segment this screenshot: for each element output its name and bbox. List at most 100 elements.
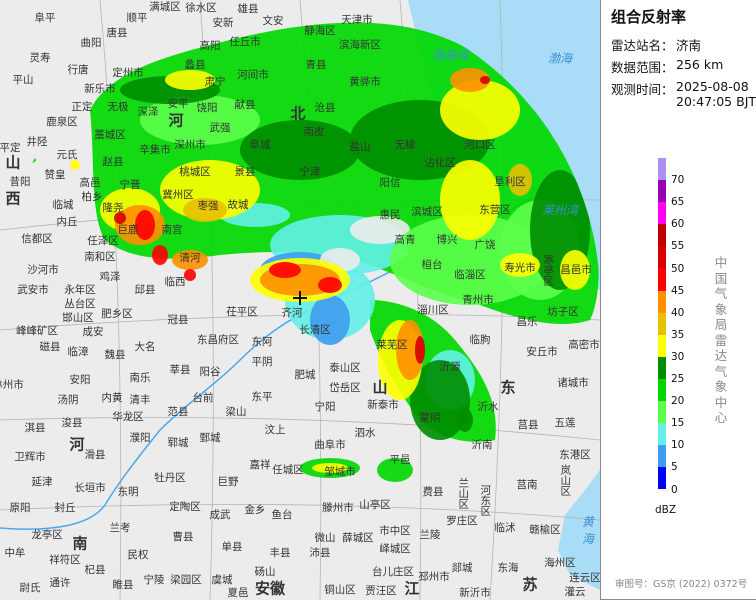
- place-label: 长清区: [299, 323, 331, 336]
- place-label: 邹城市: [324, 465, 356, 478]
- place-label: 中牟: [4, 546, 26, 559]
- place-label: 梁山: [225, 405, 247, 418]
- echo-cell: [312, 463, 348, 473]
- color-scale-tick: 15: [671, 417, 685, 430]
- place-label: 嘉祥: [249, 458, 271, 471]
- place-label: 献县: [234, 98, 256, 111]
- province-label: 苏: [522, 575, 538, 594]
- color-scale-segment: [658, 378, 666, 402]
- place-label: 临淄区: [454, 268, 486, 281]
- place-label: 高邑: [79, 176, 101, 189]
- place-label: 范县: [167, 405, 189, 418]
- place-label: 昔阳: [9, 175, 31, 188]
- map-approval-number: 审图号：GS京 (2022) 0372号: [615, 579, 748, 590]
- place-label: 临西: [164, 275, 186, 288]
- place-label: 莘县: [169, 363, 191, 376]
- place-label: 肥乡区: [101, 307, 133, 320]
- place-label: 郯城: [451, 561, 473, 574]
- place-label: 桓台: [421, 258, 443, 271]
- place-label: 井陉: [26, 135, 48, 148]
- place-label: 河东区: [479, 484, 492, 516]
- place-label: 冀州区: [162, 188, 194, 201]
- place-label: 故城: [227, 198, 249, 211]
- place-label: 沙河市: [27, 263, 59, 276]
- place-label: 景县: [234, 165, 256, 178]
- radar-echoes: [24, 22, 599, 482]
- place-label: 东港区: [559, 448, 591, 461]
- plus-icon: [293, 291, 307, 305]
- place-label: 内丘: [56, 215, 78, 228]
- place-label: 定州市: [112, 66, 144, 79]
- place-label: 东明: [117, 485, 139, 498]
- place-label: 磁县: [39, 340, 61, 353]
- sea-label: 黄海: [581, 515, 595, 546]
- echo-cell: [480, 76, 490, 84]
- color-scale-tick: 0: [671, 483, 678, 496]
- place-label: 诸城市: [557, 376, 589, 389]
- place-label: 东阿: [251, 335, 273, 348]
- place-label: 安丘市: [526, 345, 558, 358]
- province-label: 南: [72, 534, 88, 553]
- place-label: 曲阜市: [314, 438, 346, 451]
- place-label: 肥城: [294, 368, 316, 381]
- province-label: 安徽: [254, 579, 286, 598]
- place-label: 林州市: [0, 378, 24, 391]
- place-label: 滑县: [84, 448, 106, 461]
- place-label: 沛县: [309, 546, 331, 559]
- place-label: 黄骅市: [349, 75, 381, 88]
- place-label: 海州区: [544, 556, 576, 569]
- place-label: 泰山区: [329, 361, 361, 374]
- place-label: 饶阳: [196, 101, 218, 114]
- place-label: 武强: [209, 121, 231, 134]
- place-label: 河间市: [237, 68, 269, 81]
- place-label: 蒙阴: [419, 411, 441, 424]
- color-scale-tick: 70: [671, 174, 685, 187]
- place-label: 惠民: [379, 208, 401, 221]
- place-label: 邱县: [134, 283, 156, 296]
- color-scale-tick: 30: [671, 350, 685, 363]
- place-label: 任丘市: [229, 35, 261, 48]
- time-row: 观测时间： 2025-08-08 20:47:05 BJT: [611, 79, 756, 109]
- place-label: 汤阴: [57, 393, 79, 406]
- place-label: 新沂市: [459, 586, 491, 599]
- range-value: 256 km: [676, 57, 724, 72]
- place-label: 天津市: [341, 13, 373, 26]
- province-label: 河: [168, 111, 184, 130]
- place-label: 安阳: [69, 373, 91, 386]
- place-label: 永年区: [64, 283, 96, 296]
- place-label: 砀山: [254, 565, 276, 578]
- radar-map[interactable]: 阜平 顺平 满城区 徐水区 安新 雄县 文安 唐县 曲阳 灵寿 行唐 平山 新乐市 定州市 正定 无极 深泽 鹿泉…: [0, 0, 600, 600]
- echo-cell: [24, 157, 36, 163]
- place-label: 冠县: [167, 313, 189, 326]
- place-label: 南皮: [303, 125, 325, 138]
- place-label: 兰陵: [419, 528, 441, 541]
- place-label: 沾化区: [424, 156, 456, 169]
- place-label: 滨海新区: [339, 38, 381, 51]
- place-label: 隆尧: [102, 201, 124, 214]
- place-label: 赞皇: [44, 168, 66, 181]
- echo-cell: [415, 336, 425, 364]
- place-label: 任城区: [272, 463, 304, 476]
- place-label: 邯山区: [62, 311, 94, 324]
- color-scale-segment: [658, 334, 666, 357]
- province-label: 西: [5, 189, 21, 208]
- place-label: 延津: [31, 475, 53, 488]
- place-label: 南乐: [129, 371, 151, 384]
- echo-cell: [140, 95, 260, 145]
- time-value: 20:47:05 BJT: [676, 94, 756, 109]
- color-scale-tick: 65: [671, 196, 685, 209]
- place-label: 邳州市: [418, 570, 450, 583]
- place-label: 平定: [0, 141, 21, 154]
- place-label: 临朐: [469, 333, 491, 346]
- color-scale-tick: 60: [671, 218, 685, 231]
- place-label: 蠡县: [184, 58, 206, 71]
- place-label: 平邑: [389, 453, 411, 466]
- place-label: 静海区: [304, 24, 336, 37]
- place-label: 贾汪区: [365, 584, 397, 597]
- place-label: 柏乡: [81, 190, 103, 203]
- place-label: 高密市: [568, 338, 600, 351]
- echo-cell: [172, 250, 208, 270]
- place-label: 深州市: [174, 138, 206, 151]
- place-label: 梁园区: [170, 573, 202, 586]
- echo-cell: [135, 210, 155, 240]
